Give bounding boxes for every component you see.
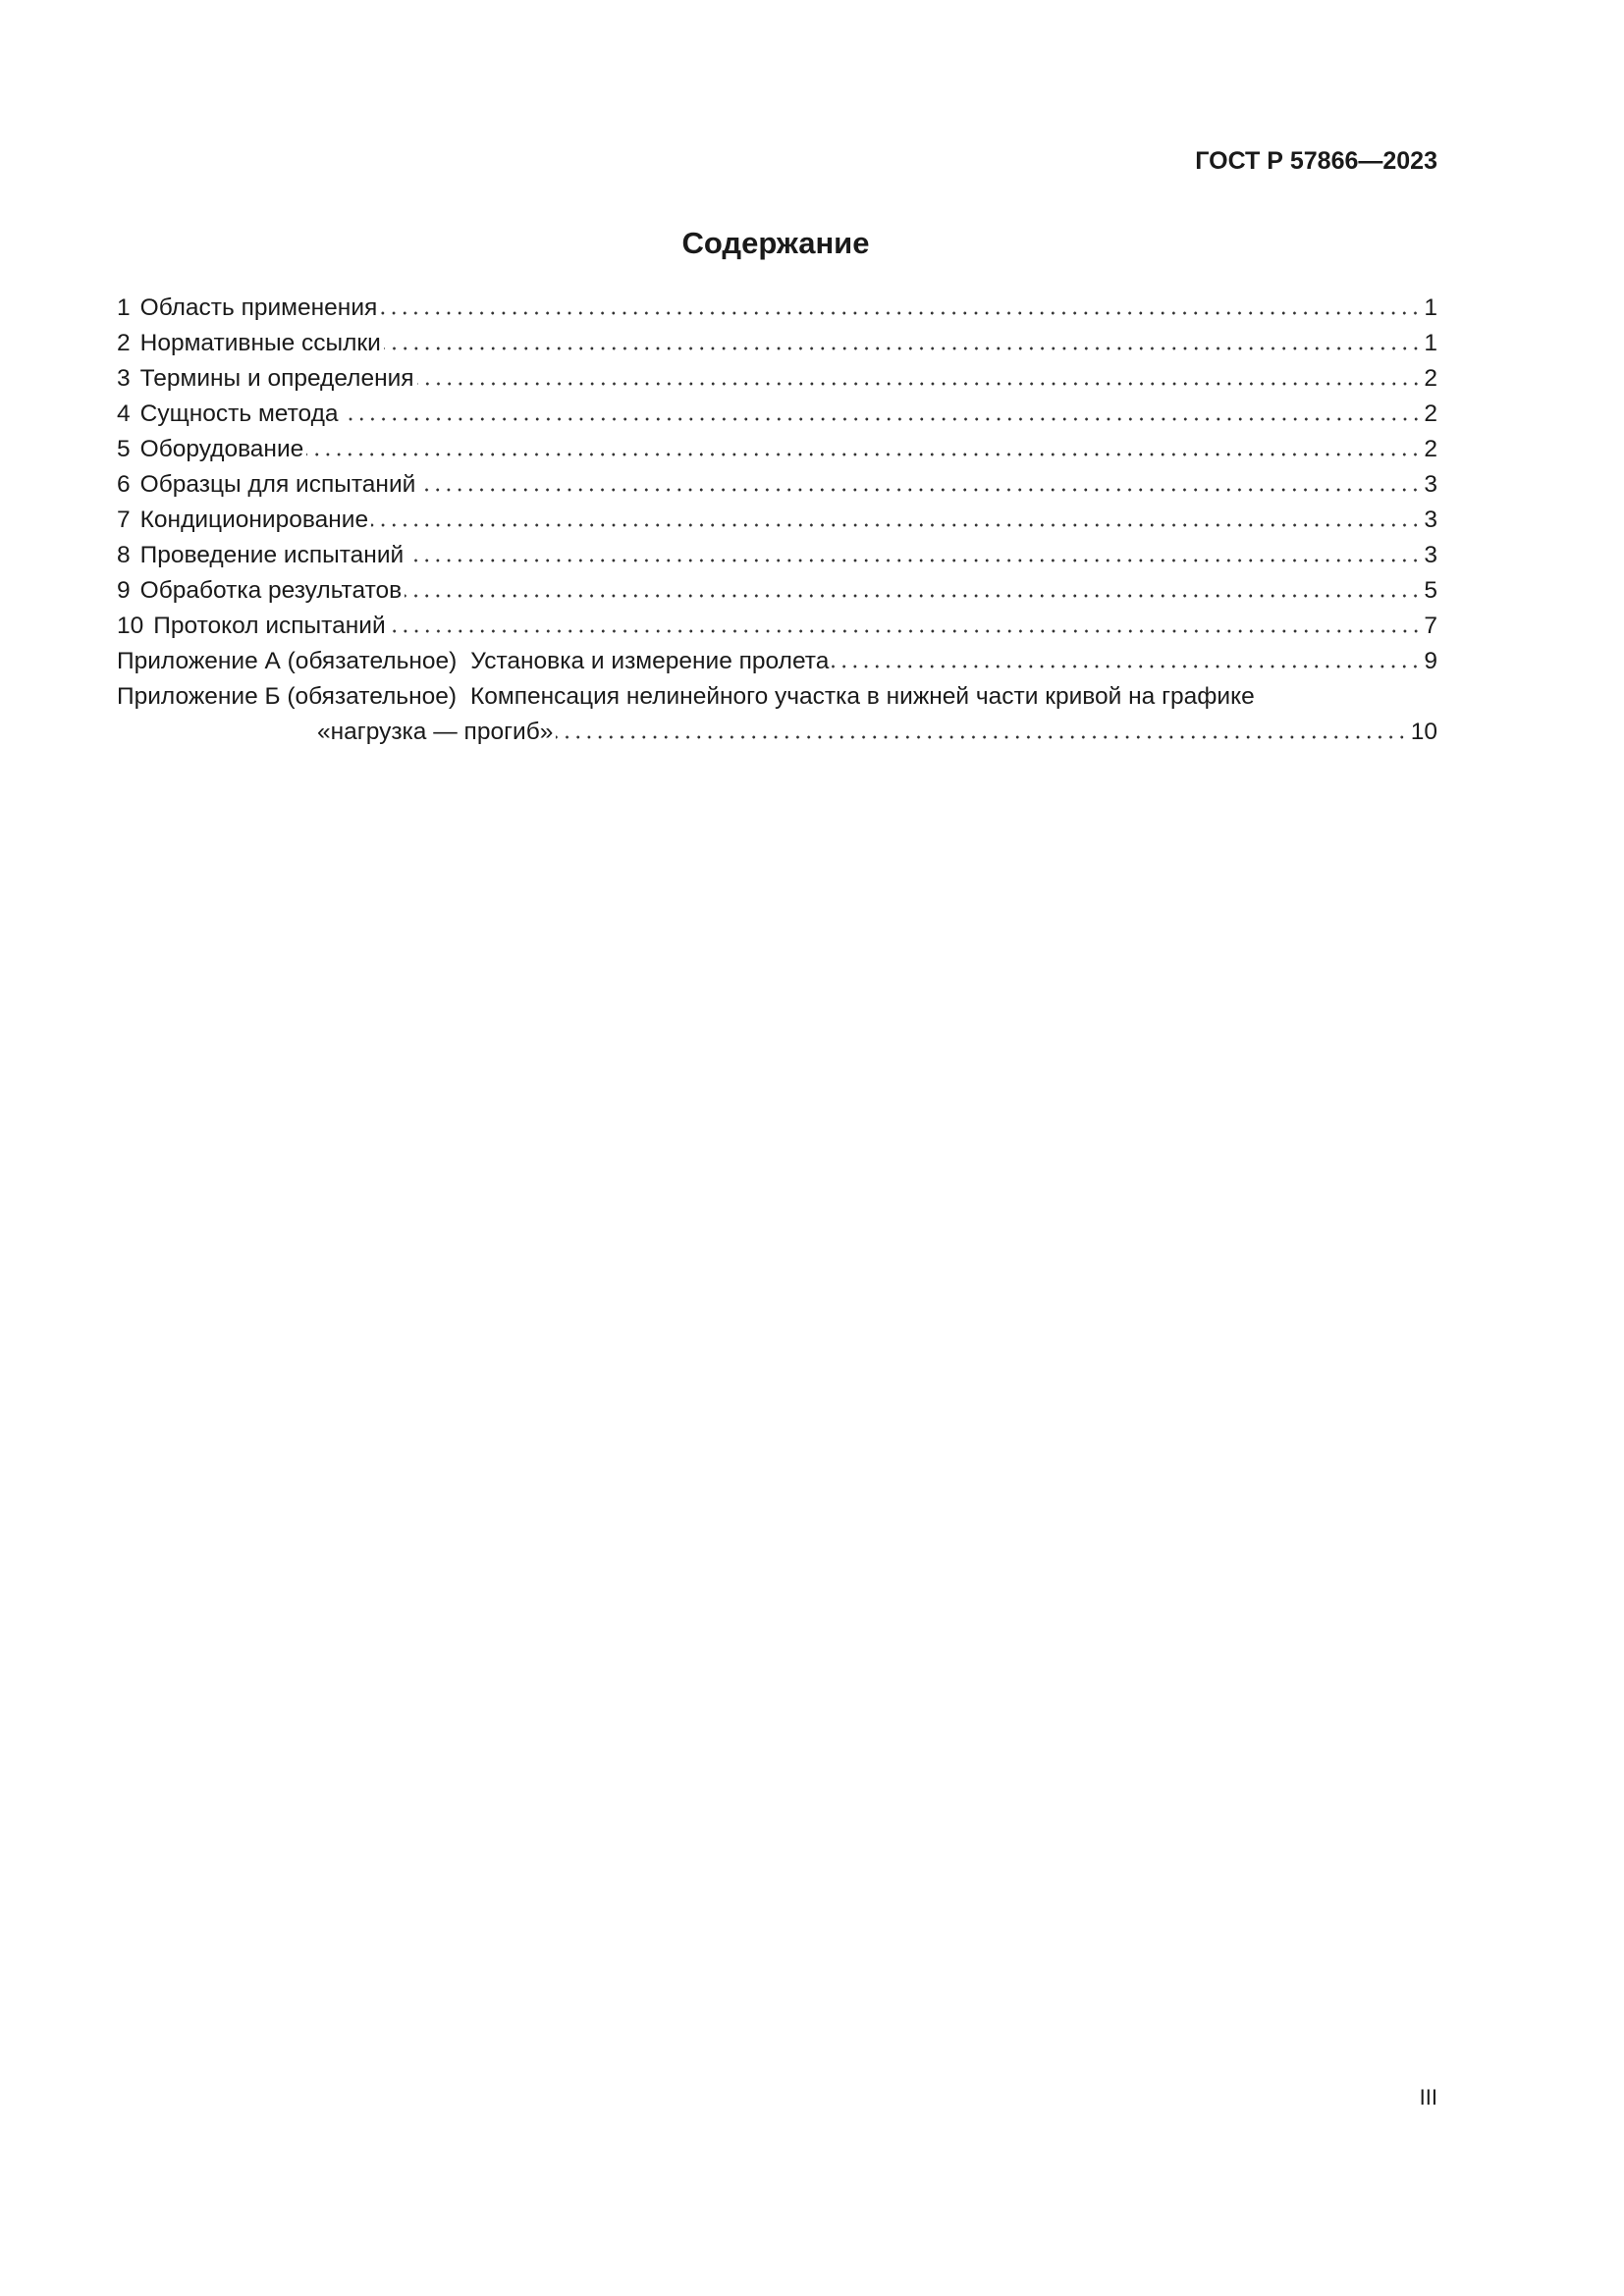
dot-leader — [341, 417, 1422, 421]
appendix-label: Компенсация нелинейного участка в нижней… — [470, 683, 1255, 710]
toc-entry-number: 3 — [117, 365, 131, 392]
appendix-prefix: Приложение А (обязательное) — [117, 648, 458, 674]
toc-entry-page: 2 — [1424, 436, 1437, 462]
toc-entry-number: 10 — [117, 613, 144, 639]
toc-entry-number: 7 — [117, 507, 131, 533]
toc-entry-label: Протокол испытаний — [153, 613, 386, 639]
appendix-entry[interactable]: Приложение Б (обязательное) Компенсация н… — [117, 679, 1437, 715]
dot-leader — [383, 347, 1422, 350]
toc-entry-number: 1 — [117, 294, 131, 321]
toc-entry-page: 1 — [1424, 330, 1437, 356]
toc-entry[interactable]: 9 Обработка результатов 5 — [117, 573, 1437, 609]
appendix-label-continued: «нагрузка — прогиб» — [317, 719, 554, 745]
dot-leader — [406, 559, 1422, 562]
toc-entry-page: 1 — [1424, 294, 1437, 321]
toc-entry-label: Кондиционирование — [139, 507, 369, 533]
toc-entry-number: 8 — [117, 542, 131, 568]
standard-code: ГОСТ Р 57866—2023 — [1195, 147, 1437, 175]
toc-entry-label: Оборудование — [139, 436, 304, 462]
toc-entry[interactable]: 8 Проведение испытаний 3 — [117, 538, 1437, 573]
toc-entry-page: 7 — [1424, 613, 1437, 639]
dot-leader — [388, 629, 1422, 633]
toc-entry-label: Область применения — [139, 294, 378, 321]
dot-leader — [556, 735, 1408, 739]
toc-entry[interactable]: 2 Нормативные ссылки 1 — [117, 326, 1437, 361]
toc-entry-label: Проведение испытаний — [139, 542, 405, 568]
toc-entry[interactable]: 5 Оборудование 2 — [117, 432, 1437, 467]
toc-entry[interactable]: 6 Образцы для испытаний 3 — [117, 467, 1437, 503]
appendix-entry-continuation[interactable]: «нагрузка — прогиб» 10 — [117, 715, 1437, 750]
toc-entry-label: Образцы для испытаний — [139, 471, 416, 498]
toc-entry-label: Термины и определения — [139, 365, 414, 392]
toc-entry-label: Нормативные ссылки — [139, 330, 381, 356]
toc-entry-page: 5 — [1424, 577, 1437, 604]
dot-leader — [371, 523, 1422, 527]
toc-entry-number: 2 — [117, 330, 131, 356]
appendix-label: Установка и измерение пролета — [470, 648, 830, 674]
table-of-contents: 1 Область применения 1 2 Нормативные ссылки 1… — [117, 291, 1437, 750]
toc-entry[interactable]: 1 Область применения 1 — [117, 291, 1437, 326]
toc-entry-number: 5 — [117, 436, 131, 462]
dot-leader — [405, 594, 1422, 598]
toc-entry-label: Обработка результатов — [139, 577, 403, 604]
toc-entry-page: 3 — [1424, 507, 1437, 533]
dot-leader — [832, 665, 1422, 668]
toc-entry[interactable]: 10 Протокол испытаний 7 — [117, 609, 1437, 644]
appendix-entry[interactable]: Приложение А (обязательное) Установка и и… — [117, 644, 1437, 679]
toc-entry-page: 2 — [1424, 365, 1437, 392]
toc-entry[interactable]: 4 Сущность метода 2 — [117, 397, 1437, 432]
appendix-page: 9 — [1424, 648, 1437, 674]
page-number: III — [1419, 2085, 1437, 2109]
toc-entry-page: 3 — [1424, 471, 1437, 498]
dot-leader — [416, 382, 1422, 386]
dot-leader — [418, 488, 1422, 492]
toc-entry[interactable]: 3 Термины и определения 2 — [117, 361, 1437, 397]
toc-entry-page: 2 — [1424, 400, 1437, 427]
dot-leader — [380, 311, 1422, 315]
toc-entry-page: 3 — [1424, 542, 1437, 568]
toc-entry[interactable]: 7 Кондиционирование 3 — [117, 503, 1437, 538]
appendix-prefix: Приложение Б (обязательное) — [117, 683, 458, 710]
dot-leader — [306, 453, 1422, 456]
page-title: Содержание — [681, 226, 870, 260]
toc-entry-number: 4 — [117, 400, 131, 427]
toc-entry-number: 9 — [117, 577, 131, 604]
toc-entry-label: Сущность метода — [139, 400, 339, 427]
toc-entry-number: 6 — [117, 471, 131, 498]
appendix-page: 10 — [1410, 719, 1437, 745]
